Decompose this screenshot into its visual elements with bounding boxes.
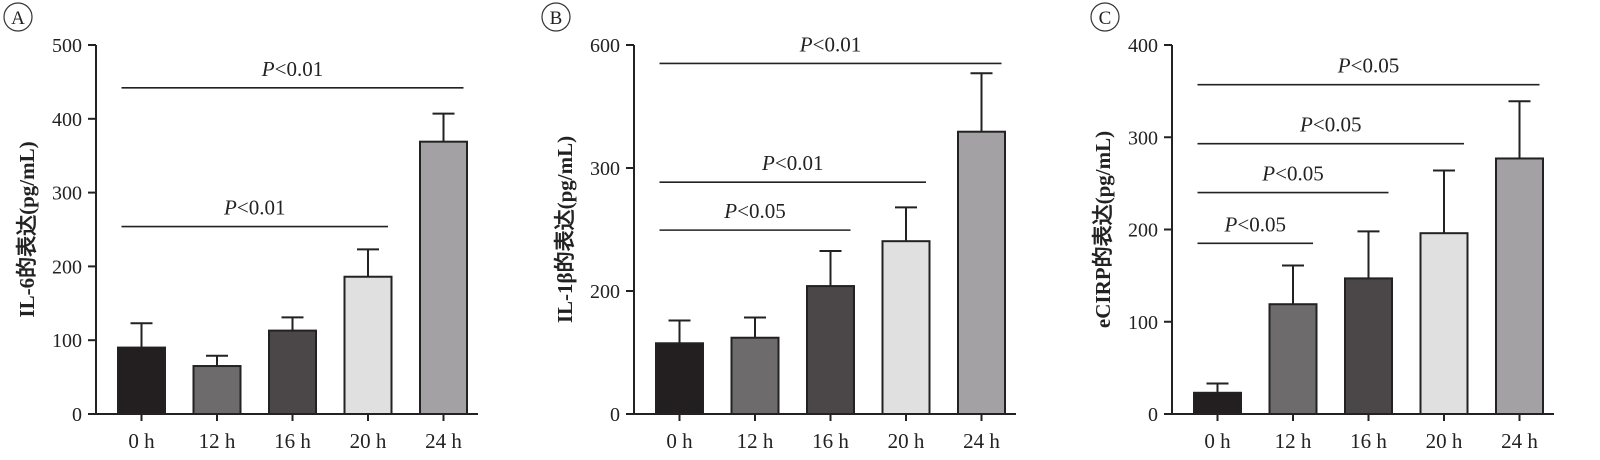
x-tick-label: 16 h <box>812 429 849 453</box>
y-tick-label: 300 <box>590 158 620 180</box>
x-tick-label: 0 h <box>666 429 693 453</box>
significance-label: P<0.01 <box>261 57 323 81</box>
y-axis-label: IL-6的表达(pg/mL) <box>15 141 39 317</box>
significance-value: <0.01 <box>237 196 286 220</box>
significance-value: <0.01 <box>275 57 324 81</box>
significance-p: P <box>223 196 237 220</box>
y-tick-label: 200 <box>52 256 82 278</box>
y-tick-label: 400 <box>1128 35 1158 57</box>
y-tick-label: 300 <box>52 183 82 205</box>
significance-label: P<0.05 <box>1337 54 1399 78</box>
x-tick-label: 24 h <box>1501 429 1538 453</box>
x-tick-label: 12 h <box>1275 429 1312 453</box>
bar-12h <box>192 365 242 415</box>
x-tick-label: 12 h <box>199 429 236 453</box>
bar-16h <box>268 329 317 415</box>
bar-12h <box>730 336 780 415</box>
significance-p: P <box>1261 162 1275 186</box>
y-tick-label: 100 <box>1128 312 1158 334</box>
x-tick-label: 16 h <box>274 429 311 453</box>
x-tick-label: 0 h <box>1204 429 1231 453</box>
y-axis-label: IL-1β的表达(pg/mL) <box>553 136 577 323</box>
significance-value: <0.05 <box>1313 113 1362 137</box>
y-tick-label: 300 <box>1128 127 1158 149</box>
y-tick-label: 100 <box>52 330 82 352</box>
bar-24h <box>1495 157 1544 415</box>
significance-p: P <box>723 199 737 223</box>
significance-p: P <box>1337 54 1351 78</box>
panel-label-circle <box>1090 2 1120 32</box>
significance-value: <0.05 <box>1237 212 1286 236</box>
y-tick-label: 0 <box>72 404 82 426</box>
bar-24h <box>957 130 1006 415</box>
x-tick-label: 20 h <box>888 429 925 453</box>
panel-c: C 0 100 200 300 400 eCIRP的表达(pg/mL) 0 h 12 h 16 h… <box>1090 2 1554 453</box>
significance-label: P<0.05 <box>1224 212 1286 236</box>
bar-16h <box>1344 277 1393 415</box>
significance-label: P<0.05 <box>1261 162 1323 186</box>
significance-value: <0.05 <box>737 199 786 223</box>
y-axis-label: eCIRP的表达(pg/mL) <box>1091 131 1115 328</box>
panel-label: C <box>1099 8 1112 29</box>
significance-value: <0.05 <box>1351 54 1400 78</box>
bar-12h <box>1268 303 1318 415</box>
significance-p: P <box>261 57 275 81</box>
significance-label: P<0.05 <box>723 199 785 223</box>
significance-p: P <box>761 151 775 175</box>
x-tick-label: 24 h <box>425 429 462 453</box>
bar-20h <box>1419 232 1469 415</box>
x-tick-label: 24 h <box>963 429 1000 453</box>
significance-p: P <box>1224 212 1238 236</box>
significance-label: P<0.01 <box>799 32 861 56</box>
significance-p: P <box>1299 113 1313 137</box>
bar-0h <box>117 346 166 415</box>
y-tick-label: 400 <box>52 109 82 131</box>
x-tick-label: 16 h <box>1350 429 1387 453</box>
y-tick-label: 200 <box>1128 220 1158 242</box>
panel-b: B 0 200 300 600 IL-1β的表达(pg/mL) 0 h 12 h 16 h 20 … <box>541 2 1016 453</box>
significance-label: P<0.05 <box>1299 113 1361 137</box>
significance-value: <0.01 <box>775 151 824 175</box>
bar-24h <box>419 140 468 415</box>
bar-20h <box>343 275 393 415</box>
bar-0h <box>1193 391 1242 416</box>
y-tick-label: 200 <box>590 281 620 303</box>
significance-value: <0.01 <box>813 32 862 56</box>
y-tick-label: 500 <box>52 35 82 57</box>
significance-label: P<0.01 <box>761 151 823 175</box>
x-tick-label: 12 h <box>737 429 774 453</box>
y-tick-label: 600 <box>590 35 620 57</box>
bar-20h <box>881 240 931 415</box>
panel-label-circle <box>541 2 571 32</box>
x-tick-label: 0 h <box>128 429 155 453</box>
panel-a: A 0 100 200 300 400 500 IL-6的表达(pg/mL) 0 h 12 h 16… <box>3 2 478 453</box>
x-tick-label: 20 h <box>350 429 387 453</box>
panel-label-circle <box>3 2 33 32</box>
panel-label: B <box>550 8 563 29</box>
significance-p: P <box>799 32 813 56</box>
significance-label: P<0.01 <box>223 196 285 220</box>
y-tick-label: 0 <box>610 404 620 426</box>
x-tick-label: 20 h <box>1426 429 1463 453</box>
bar-0h <box>655 342 704 415</box>
significance-value: <0.05 <box>1275 162 1324 186</box>
bar-16h <box>806 285 855 415</box>
panel-label: A <box>11 8 25 29</box>
y-tick-label: 0 <box>1148 404 1158 426</box>
